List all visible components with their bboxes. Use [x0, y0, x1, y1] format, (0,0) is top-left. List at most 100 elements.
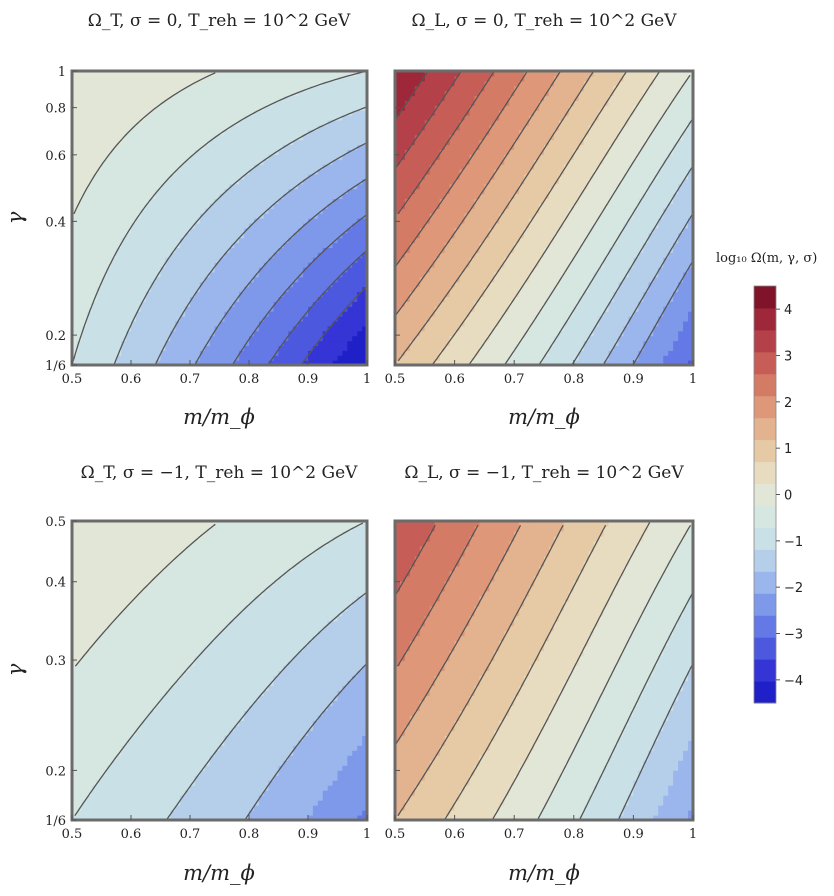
contour-cell [337, 335, 344, 342]
contour-cell [332, 350, 339, 356]
contour-cell [395, 198, 401, 204]
contour-cell [170, 257, 176, 263]
contour-cell [283, 242, 289, 248]
contour-cell [111, 262, 117, 268]
contour-cell [303, 320, 309, 327]
contour-cell [459, 110, 466, 116]
contour-cell [101, 360, 108, 365]
contour-cell [317, 213, 324, 219]
contour-cell [434, 330, 441, 337]
contour-cell [224, 252, 230, 258]
contour-cell [258, 360, 265, 365]
contour-cell [229, 222, 235, 229]
contour-cell [249, 159, 255, 165]
contour-cell [249, 188, 255, 195]
contour-cell [414, 276, 421, 283]
contour-cell [283, 90, 289, 97]
contour-cell [439, 252, 446, 258]
contour-cell [145, 335, 152, 342]
contour-cell [327, 276, 334, 283]
contour-cell [96, 218, 103, 224]
contour-cell [494, 286, 500, 293]
contour-cell [273, 247, 280, 253]
contour-cell [337, 340, 344, 346]
contour-cell [91, 286, 98, 293]
contour-cell [72, 178, 78, 185]
contour-cell [273, 203, 280, 209]
contour-cell [337, 316, 344, 322]
contour-cell [76, 208, 83, 214]
contour-cell [180, 110, 186, 116]
contour-cell [126, 311, 132, 317]
contour-cell [258, 129, 265, 136]
contour-cell [258, 242, 265, 248]
contour-cell [131, 198, 137, 204]
plot-frame [70, 69, 369, 367]
contour-cell [121, 173, 127, 180]
contour-cell [219, 291, 226, 297]
contour-cell [484, 281, 490, 288]
contour-cell [101, 144, 108, 150]
contour-cell [131, 252, 137, 258]
contour-cell [399, 139, 406, 146]
contour-cell [395, 320, 401, 327]
contour-cell [91, 252, 98, 258]
contour-cell [352, 80, 358, 87]
contour-cell [278, 355, 285, 361]
contour-cell [312, 360, 319, 365]
contour-cell [145, 271, 152, 278]
contour-cell [489, 134, 495, 141]
contour-cell [244, 218, 250, 224]
contour-cell [224, 335, 230, 342]
contour-cell [479, 208, 485, 214]
contour-cell [170, 80, 176, 87]
contour-cell [429, 105, 436, 111]
contour-cell [219, 115, 226, 121]
contour-cell [484, 100, 490, 106]
contour-cell [86, 173, 93, 180]
contour-cell [298, 252, 304, 258]
contour-cell [101, 232, 108, 239]
contour-cell [165, 232, 171, 239]
contour-cell [434, 144, 441, 150]
contour-cell [322, 345, 329, 351]
contour-cell [395, 252, 401, 258]
contour-cell [155, 345, 162, 351]
contour-cell [317, 291, 324, 297]
contour-cell [449, 85, 456, 92]
contour-cell [479, 129, 485, 136]
contour-cell [81, 257, 88, 263]
contour-cell [434, 316, 441, 322]
contour-cell [424, 267, 431, 273]
contour-cell [253, 335, 260, 342]
contour-cell [308, 340, 314, 346]
contour-cell [219, 139, 226, 146]
contour-cell [101, 120, 108, 126]
contour-cell [204, 330, 211, 337]
contour-cell [150, 110, 157, 116]
contour-cell [414, 90, 421, 97]
contour-cell [185, 120, 191, 126]
contour-cell [474, 345, 481, 351]
contour-cell [489, 144, 495, 150]
contour-cell [395, 208, 401, 214]
contour-cell [155, 208, 162, 214]
contour-cell [116, 296, 122, 302]
contour-cell [131, 169, 137, 175]
contour-cell [429, 178, 436, 185]
contour-cell [439, 286, 446, 293]
contour-cell [263, 276, 270, 283]
contour-cell [409, 335, 416, 342]
contour-cell [399, 350, 406, 356]
contour-cell [111, 75, 117, 82]
contour-cell [347, 173, 353, 180]
contour-cell [121, 281, 127, 288]
contour-cell [362, 120, 367, 126]
contour-cell [209, 80, 216, 87]
contour-cell [145, 124, 152, 131]
contour-cell [439, 164, 446, 170]
contour-cell [150, 320, 157, 327]
contour-cell [175, 178, 181, 185]
contour-cell [121, 169, 127, 175]
contour-cell [273, 252, 280, 258]
